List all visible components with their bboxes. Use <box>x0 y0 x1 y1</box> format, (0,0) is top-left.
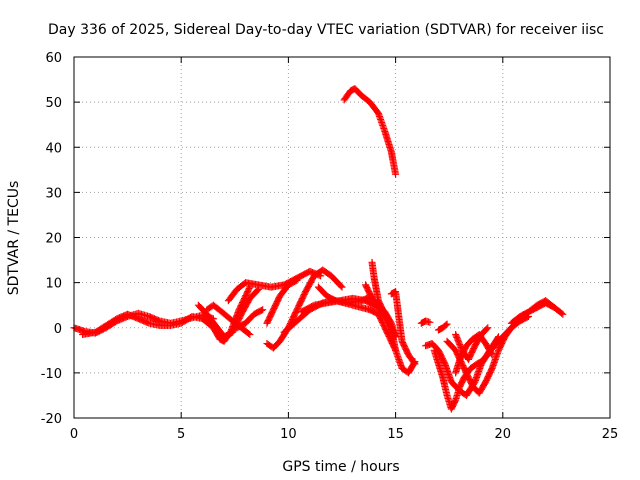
chart-title: Day 336 of 2025, Sidereal Day-to-day VTE… <box>48 22 604 38</box>
grid-layer <box>74 57 610 418</box>
data-point <box>337 282 345 290</box>
x-axis-label: GPS time / hours <box>282 459 399 475</box>
ticks-layer: 0 5 10 15 20 25 -20 -10 0 10 20 30 40 50 60 <box>41 51 619 442</box>
data-point <box>488 351 496 359</box>
y-tick-label: 30 <box>45 186 62 201</box>
x-tick-label: 10 <box>280 427 297 442</box>
y-tick-label: 50 <box>45 96 62 111</box>
x-tick-label: 0 <box>70 427 78 442</box>
y-tick-label: -20 <box>41 412 62 427</box>
data-point <box>487 350 495 358</box>
data-point <box>495 333 503 341</box>
data-point <box>259 306 267 314</box>
data-point <box>442 321 450 329</box>
data-point <box>246 331 254 339</box>
data-point <box>426 318 434 326</box>
data-point <box>245 285 253 293</box>
y-tick-label: 10 <box>45 277 62 292</box>
data-point <box>484 324 492 332</box>
x-tick-label: 25 <box>602 427 619 442</box>
y-tick-label: 60 <box>45 51 62 66</box>
y-tick-label: 20 <box>45 232 62 247</box>
y-axis-label: SDTVAR / TECUs <box>6 181 22 296</box>
data-point <box>293 276 301 284</box>
data-point <box>410 359 418 367</box>
data-point <box>292 277 300 285</box>
data-point <box>550 303 558 311</box>
data-point <box>253 287 261 295</box>
y-tick-label: 40 <box>45 141 62 156</box>
y-tick-label: 0 <box>54 322 62 337</box>
data-point <box>411 360 419 368</box>
x-tick-label: 20 <box>495 427 512 442</box>
data-point <box>559 310 567 318</box>
data-point <box>549 303 557 311</box>
x-tick-label: 5 <box>177 427 185 442</box>
plot-frame <box>73 56 611 419</box>
x-tick-label: 15 <box>387 427 404 442</box>
data-point <box>483 325 491 333</box>
data-point <box>392 170 400 178</box>
data-point <box>257 306 265 314</box>
data-point <box>494 334 502 342</box>
y-tick-label: -10 <box>41 367 62 382</box>
data-points-layer <box>70 85 567 413</box>
data-point <box>338 283 346 291</box>
data-point <box>245 330 253 338</box>
data-point <box>443 320 451 328</box>
data-point <box>558 309 566 317</box>
